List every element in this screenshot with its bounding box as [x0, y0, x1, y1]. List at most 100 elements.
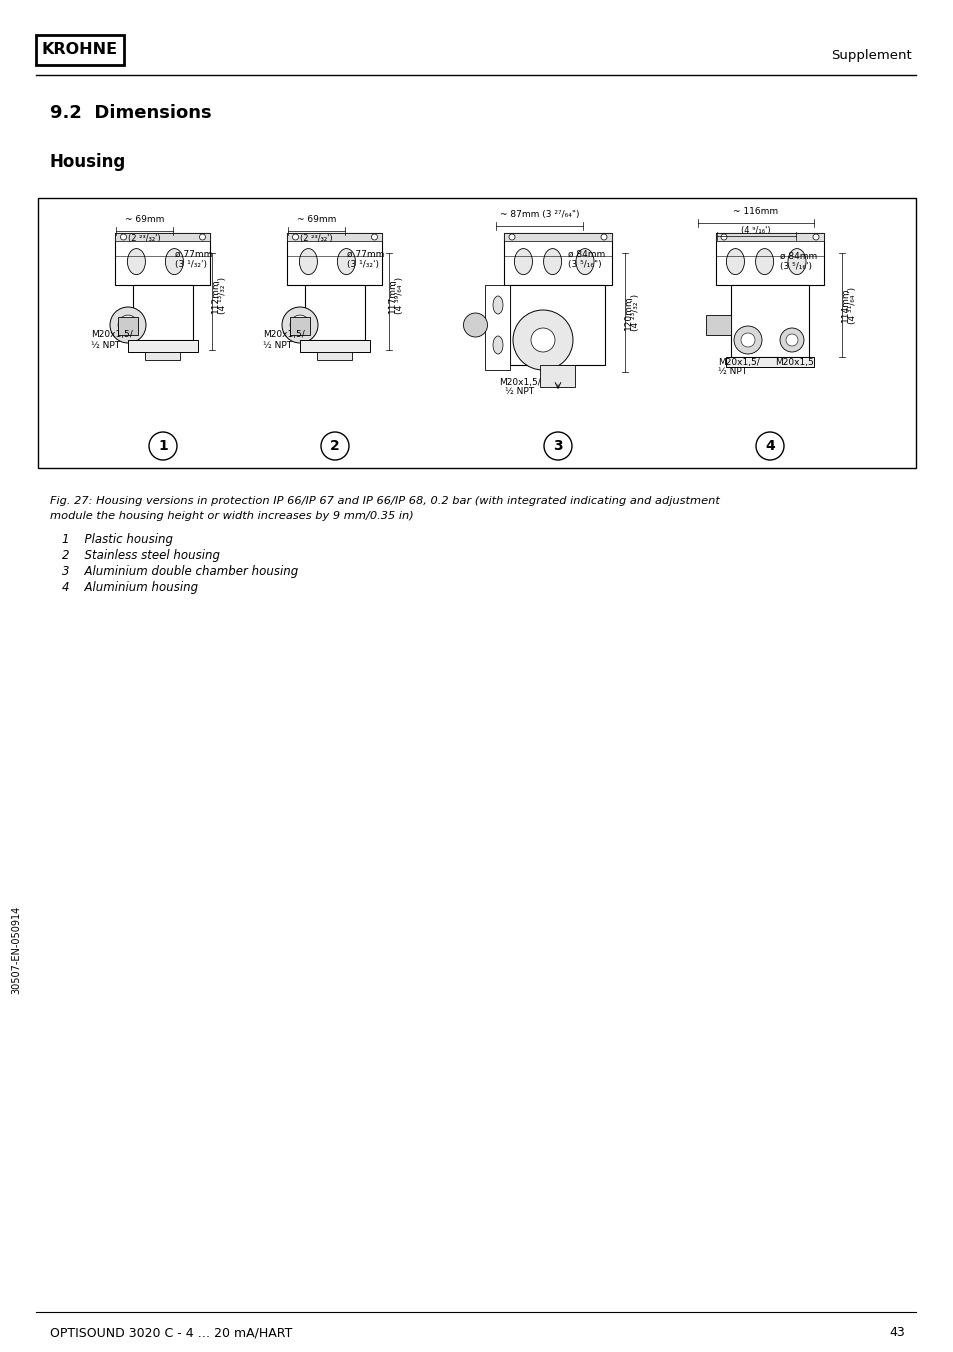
Text: ø 84mm: ø 84mm — [780, 251, 817, 261]
Bar — [128, 339, 198, 352]
Circle shape — [199, 234, 205, 241]
Text: 114mm: 114mm — [840, 288, 848, 322]
Circle shape — [282, 307, 317, 343]
Ellipse shape — [337, 249, 355, 274]
Text: (3 ¹/₃₂'): (3 ¹/₃₂') — [174, 260, 207, 269]
Text: 2: 2 — [330, 439, 339, 453]
Ellipse shape — [493, 296, 502, 314]
Ellipse shape — [755, 249, 773, 274]
Text: Housing: Housing — [50, 153, 126, 170]
Bar — [146, 352, 180, 360]
Circle shape — [120, 234, 127, 241]
Circle shape — [293, 234, 298, 241]
Text: 3: 3 — [553, 439, 562, 453]
Text: module the housing height or width increases by 9 mm/0.35 in): module the housing height or width incre… — [50, 511, 414, 521]
Bar — [38, 197, 915, 468]
Bar — [503, 233, 612, 285]
Text: (4 ¹³/₃₂"): (4 ¹³/₃₂") — [218, 277, 227, 314]
Text: 1    Plastic housing: 1 Plastic housing — [62, 533, 172, 546]
Circle shape — [118, 315, 138, 335]
Bar — [299, 339, 370, 352]
Text: OPTISOUND 3020 C - 4 … 20 mA/HART: OPTISOUND 3020 C - 4 … 20 mA/HART — [50, 1326, 292, 1340]
Circle shape — [149, 433, 177, 460]
Circle shape — [733, 326, 761, 354]
Text: ø 84mm: ø 84mm — [567, 250, 604, 258]
Text: (3 ⁵/₁₆"): (3 ⁵/₁₆") — [567, 260, 601, 269]
Text: M20x1,5/: M20x1,5/ — [498, 377, 540, 387]
Bar — [115, 233, 211, 241]
Text: 43: 43 — [888, 1326, 904, 1340]
Text: (4 ³⁹/₆₄"): (4 ³⁹/₆₄") — [395, 277, 404, 314]
Text: ½ NPT: ½ NPT — [91, 341, 120, 350]
Circle shape — [812, 234, 818, 241]
Text: 3    Aluminium double chamber housing: 3 Aluminium double chamber housing — [62, 565, 298, 579]
Text: 117mm: 117mm — [387, 279, 396, 312]
Text: ø 77mm: ø 77mm — [174, 250, 213, 258]
Text: 30507-EN-050914: 30507-EN-050914 — [11, 906, 21, 994]
Text: M20x1,5: M20x1,5 — [774, 357, 813, 366]
Ellipse shape — [787, 249, 805, 274]
Circle shape — [755, 433, 783, 460]
Bar — [705, 315, 730, 335]
Text: (4 ³¹/₆₄"): (4 ³¹/₆₄") — [847, 287, 857, 323]
Text: (4 ²³/₃₂"): (4 ²³/₃₂") — [631, 293, 639, 331]
Bar — [118, 316, 138, 335]
Text: ~ 69mm: ~ 69mm — [296, 215, 335, 224]
Circle shape — [371, 234, 377, 241]
Circle shape — [290, 315, 310, 335]
Ellipse shape — [725, 249, 743, 274]
Text: Fig. 27: Housing versions in protection IP 66/IP 67 and IP 66/IP 68, 0.2 bar (wi: Fig. 27: Housing versions in protection … — [50, 496, 720, 506]
Circle shape — [780, 329, 803, 352]
Circle shape — [785, 334, 797, 346]
Bar — [485, 285, 510, 370]
Text: (2 ²³/₃₂'): (2 ²³/₃₂') — [300, 234, 333, 243]
Text: ø 77mm: ø 77mm — [347, 250, 384, 258]
Bar — [36, 35, 124, 65]
Circle shape — [513, 310, 573, 370]
Text: KROHNE: KROHNE — [42, 42, 118, 58]
Circle shape — [740, 333, 754, 347]
Bar — [305, 285, 365, 339]
Text: ½ NPT: ½ NPT — [263, 341, 292, 350]
Text: ½ NPT: ½ NPT — [505, 388, 534, 396]
Text: ~ 87mm (3 ²⁷/₆₄"): ~ 87mm (3 ²⁷/₆₄") — [499, 210, 578, 219]
Text: (4 ⁹/₁₆'): (4 ⁹/₁₆') — [740, 226, 770, 235]
Bar — [287, 233, 382, 241]
Bar — [730, 285, 808, 357]
Text: 1: 1 — [158, 439, 168, 453]
Ellipse shape — [165, 249, 183, 274]
Bar — [317, 352, 352, 360]
Bar — [132, 285, 193, 339]
Bar — [716, 233, 823, 285]
Bar — [725, 357, 813, 366]
Circle shape — [509, 234, 515, 241]
Text: M20x1,5/: M20x1,5/ — [91, 330, 132, 339]
Text: 9.2  Dimensions: 9.2 Dimensions — [50, 104, 212, 122]
Bar — [503, 233, 612, 241]
Text: (2 ²³/₃₂'): (2 ²³/₃₂') — [128, 234, 161, 243]
Ellipse shape — [128, 249, 145, 274]
Ellipse shape — [299, 249, 317, 274]
Bar — [115, 233, 211, 285]
Text: (3 ¹/₃₂'): (3 ¹/₃₂') — [347, 260, 378, 269]
Circle shape — [320, 433, 349, 460]
Text: ~ 116mm: ~ 116mm — [733, 207, 778, 216]
Ellipse shape — [543, 249, 561, 274]
Circle shape — [600, 234, 606, 241]
Bar — [287, 233, 382, 285]
Text: ~ 69mm: ~ 69mm — [125, 215, 164, 224]
Circle shape — [720, 234, 726, 241]
Ellipse shape — [576, 249, 594, 274]
Text: ½ NPT: ½ NPT — [718, 368, 746, 376]
Bar — [290, 316, 310, 335]
Circle shape — [463, 314, 487, 337]
Text: M20x1,5/: M20x1,5/ — [263, 330, 304, 339]
Text: 112mm: 112mm — [211, 279, 219, 312]
Text: M20x1,5/: M20x1,5/ — [718, 357, 759, 366]
Text: 120mm: 120mm — [623, 295, 632, 330]
Circle shape — [110, 307, 146, 343]
Text: (3 ⁵/₁₆'): (3 ⁵/₁₆') — [780, 261, 811, 270]
Text: 2    Stainless steel housing: 2 Stainless steel housing — [62, 549, 220, 562]
Circle shape — [531, 329, 555, 352]
Text: Supplement: Supplement — [830, 50, 911, 62]
